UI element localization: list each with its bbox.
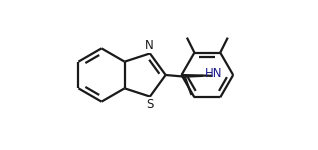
Text: HN: HN [204,67,222,80]
Text: N: N [145,39,154,52]
Text: S: S [147,98,154,111]
